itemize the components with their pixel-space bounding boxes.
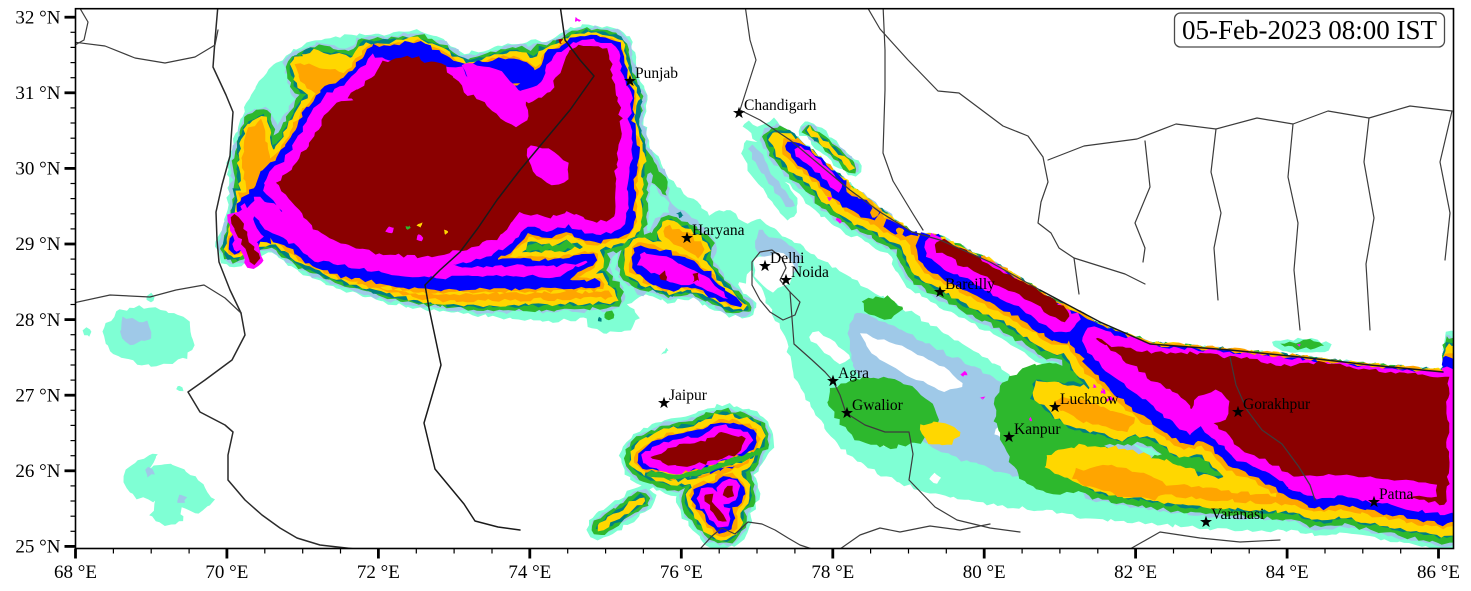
svg-text:Patna: Patna — [1379, 486, 1414, 503]
svg-text:68 °E: 68 °E — [54, 562, 97, 583]
svg-text:84 °E: 84 °E — [1266, 562, 1309, 583]
svg-text:70 °E: 70 °E — [205, 562, 248, 583]
svg-text:Noida: Noida — [791, 264, 829, 281]
svg-text:78 °E: 78 °E — [811, 562, 854, 583]
svg-text:80 °E: 80 °E — [963, 562, 1006, 583]
svg-text:26 °N: 26 °N — [15, 461, 60, 482]
svg-text:29 °N: 29 °N — [15, 234, 60, 255]
svg-text:Kanpur: Kanpur — [1014, 421, 1061, 438]
svg-text:28 °N: 28 °N — [15, 310, 60, 331]
svg-text:31 °N: 31 °N — [15, 83, 60, 104]
svg-text:82 °E: 82 °E — [1114, 562, 1157, 583]
svg-text:Gwalior: Gwalior — [852, 397, 904, 414]
svg-text:Punjab: Punjab — [635, 65, 678, 82]
svg-text:05-Feb-2023 08:00 IST: 05-Feb-2023 08:00 IST — [1182, 15, 1437, 45]
svg-text:Chandigarh: Chandigarh — [744, 97, 817, 114]
svg-text:76 °E: 76 °E — [660, 562, 703, 583]
svg-text:Delhi: Delhi — [770, 250, 805, 267]
svg-text:Varanasi: Varanasi — [1211, 506, 1265, 523]
svg-text:Jaipur: Jaipur — [669, 387, 708, 404]
svg-text:72 °E: 72 °E — [357, 562, 400, 583]
svg-text:30 °N: 30 °N — [15, 159, 60, 180]
svg-text:Haryana: Haryana — [692, 222, 745, 239]
svg-text:32 °N: 32 °N — [15, 7, 60, 28]
svg-text:25 °N: 25 °N — [15, 537, 60, 558]
svg-text:Gorakhpur: Gorakhpur — [1243, 396, 1311, 413]
svg-text:86 °E: 86 °E — [1417, 562, 1460, 583]
svg-text:Agra: Agra — [838, 365, 869, 382]
svg-text:27 °N: 27 °N — [15, 385, 60, 406]
svg-text:Bareilly: Bareilly — [945, 276, 995, 293]
svg-text:Lucknow: Lucknow — [1060, 391, 1119, 408]
svg-text:74 °E: 74 °E — [508, 562, 551, 583]
